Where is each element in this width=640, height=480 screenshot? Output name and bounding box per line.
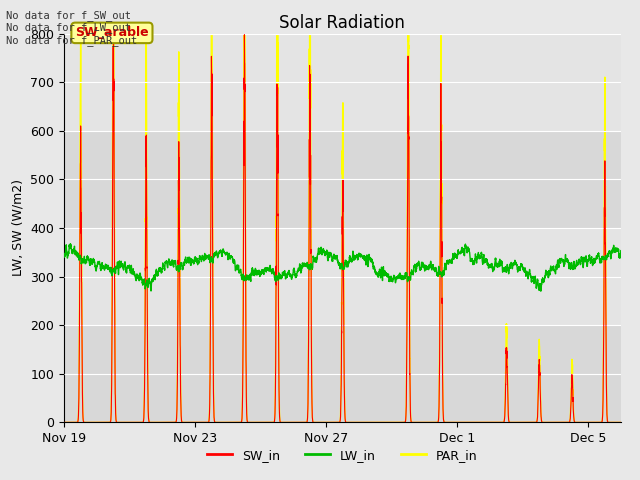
- Text: SW_arable: SW_arable: [75, 26, 148, 39]
- Bar: [64, 325, 621, 422]
- Bar: [64, 228, 621, 325]
- Legend: SW_in, LW_in, PAR_in: SW_in, LW_in, PAR_in: [202, 444, 483, 467]
- Y-axis label: LW, SW (W/m2): LW, SW (W/m2): [12, 180, 25, 276]
- Text: No data for f_SW_out
No data for f_LW_out
No data for f_PAR_out: No data for f_SW_out No data for f_LW_ou…: [6, 10, 138, 46]
- Bar: [64, 131, 621, 228]
- Bar: [64, 34, 621, 131]
- Title: Solar Radiation: Solar Radiation: [280, 14, 405, 32]
